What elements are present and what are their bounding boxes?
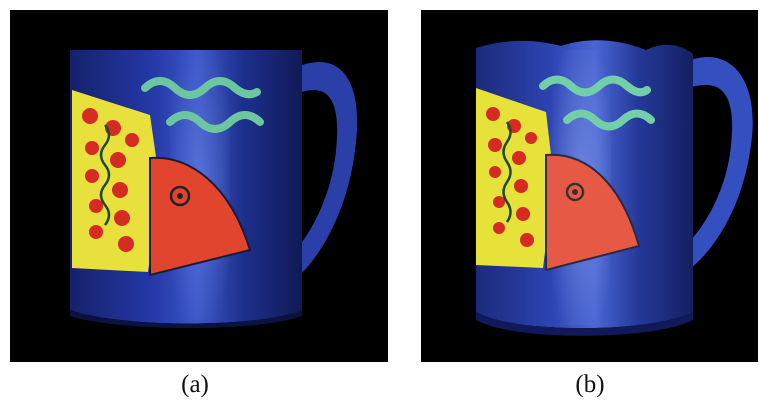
wave-bottom bbox=[166, 111, 264, 133]
fish-squiggle bbox=[99, 124, 111, 226]
caption-a: (a) bbox=[181, 371, 209, 398]
mug-handle bbox=[679, 56, 753, 272]
fish-eye bbox=[565, 182, 585, 202]
wave-top bbox=[141, 77, 261, 99]
mug-image-b bbox=[476, 40, 753, 336]
caption-b: (b) bbox=[575, 371, 605, 398]
image-panel-a bbox=[10, 10, 388, 362]
fish-spots bbox=[82, 108, 139, 252]
image-panel-b bbox=[421, 10, 758, 362]
wave-top bbox=[539, 75, 651, 97]
fish-eye bbox=[169, 185, 191, 207]
fish-spots bbox=[486, 107, 537, 247]
mug-handle bbox=[288, 61, 358, 282]
fish-squiggle bbox=[502, 121, 512, 223]
fish-tail bbox=[476, 88, 554, 268]
fish-head bbox=[546, 154, 639, 270]
mug-image-a bbox=[70, 50, 358, 328]
wave-bottom bbox=[563, 109, 655, 131]
